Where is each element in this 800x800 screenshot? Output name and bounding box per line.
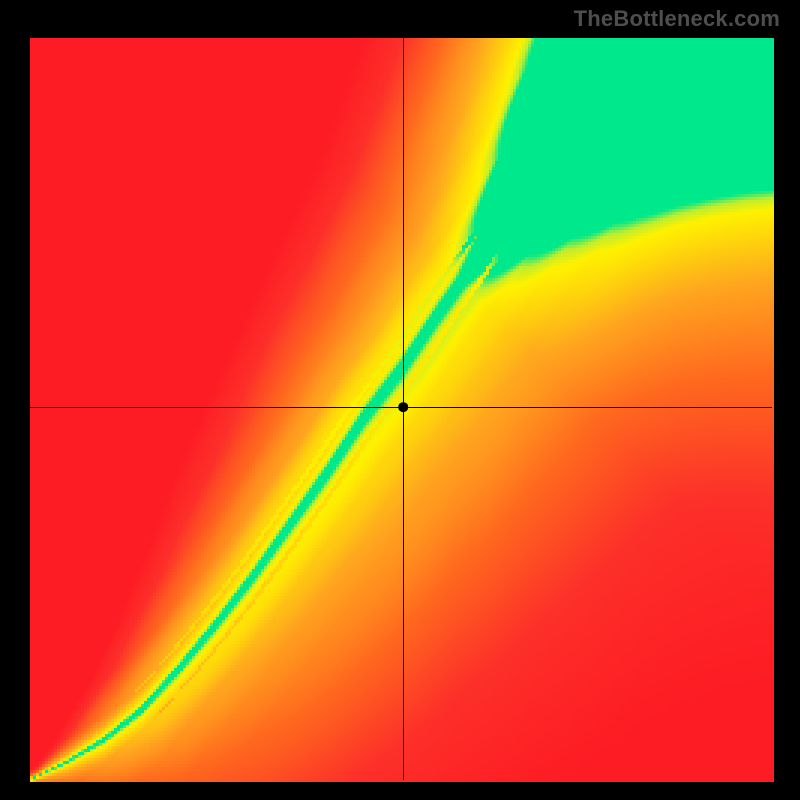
heatmap-canvas bbox=[0, 0, 800, 800]
bottleneck-heatmap-container: { "watermark": "TheBottleneck.com", "can… bbox=[0, 0, 800, 800]
